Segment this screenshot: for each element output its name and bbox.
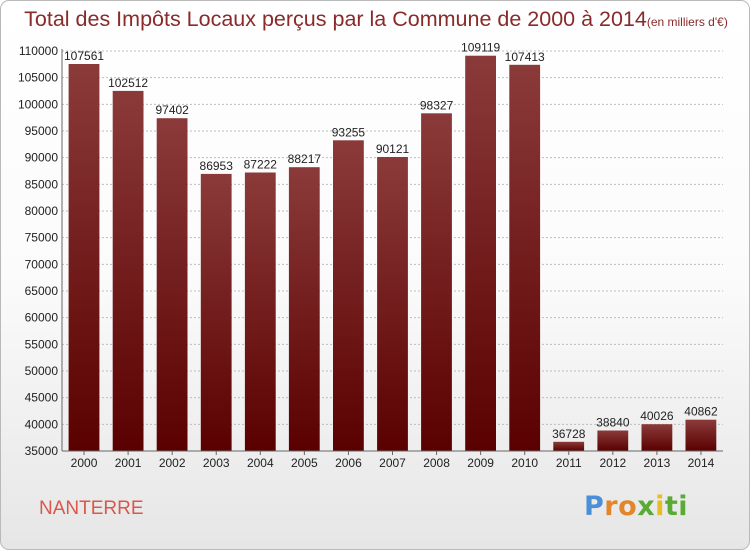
x-tick-label-2014: 2014 [688,456,715,470]
x-tick-label-2008: 2008 [423,456,450,470]
x-tick-label-2009: 2009 [467,456,494,470]
bar-2006 [333,140,364,452]
data-label-2009: 109119 [461,41,500,55]
title-text: Total des Impôts Locaux perçus par la Co… [24,7,647,31]
y-tick-label-11: 90000 [25,151,59,165]
y-tick-label-0: 35000 [25,444,59,458]
x-tick-label-2006: 2006 [335,456,362,470]
data-label-2008: 98327 [420,98,454,112]
data-label-2014: 40862 [684,405,718,419]
x-tick-label-2005: 2005 [291,456,318,470]
data-label-2013: 40026 [640,409,674,423]
unit-note: (en milliers d'€) [646,15,728,29]
x-tick-label-2012: 2012 [599,456,626,470]
bar-2001 [112,90,144,452]
commune-name: NANTERRE [39,498,144,519]
bar-2010 [509,64,541,452]
bar-2004 [244,172,276,451]
y-tick-label-4: 55000 [25,337,59,351]
y-tick-label-12: 95000 [25,124,59,138]
data-label-2010: 107413 [505,50,545,64]
data-label-2000: 107561 [64,49,104,63]
data-label-2004: 87222 [244,157,278,171]
bar-2005 [288,167,320,451]
bar-2000 [68,64,100,451]
data-label-2005: 88217 [288,152,322,166]
y-tick-label-1: 40000 [25,417,59,431]
bar-2013 [641,424,673,451]
y-tick-label-7: 70000 [25,257,59,271]
y-tick-label-10: 85000 [25,177,59,191]
bar-2009 [465,55,496,451]
x-tick-label-2002: 2002 [159,456,186,470]
x-tick-label-2003: 2003 [203,456,230,470]
data-label-2003: 86953 [200,159,234,173]
x-tick-label-2013: 2013 [644,456,671,470]
y-tick-label-9: 80000 [25,204,59,218]
bar-2007 [377,157,408,451]
chart-title: Total des Impôts Locaux perçus par la Co… [1,7,749,32]
data-label-2012: 38840 [596,416,630,430]
x-tick-label-2010: 2010 [511,456,538,470]
bar-2008 [421,113,452,452]
bar-2003 [200,173,232,451]
bar-2012 [597,430,629,451]
data-label-2007: 90121 [376,142,410,156]
data-label-2001: 102512 [108,76,148,90]
bar-2014 [685,419,717,451]
y-tick-label-15: 110000 [19,44,58,58]
x-tick-label-2001: 2001 [115,456,142,470]
y-tick-label-8: 75000 [25,231,59,245]
brand-logo: Proxiti [584,491,689,522]
bar-2011 [553,441,585,451]
y-tick-label-5: 60000 [25,311,59,325]
y-tick-label-2: 45000 [25,391,59,405]
data-label-2011: 36728 [552,427,586,441]
x-tick-label-2000: 2000 [71,456,98,470]
y-tick-label-3: 50000 [25,364,59,378]
y-tick-label-6: 65000 [25,284,59,298]
bar-2002 [156,118,188,451]
data-label-2002: 97402 [155,103,189,117]
y-tick-label-13: 100000 [18,97,58,111]
x-tick-label-2007: 2007 [379,456,406,470]
data-label-2006: 93255 [332,125,366,139]
x-tick-label-2011: 2011 [556,456,582,470]
x-tick-label-2004: 2004 [247,456,274,470]
y-tick-label-14: 105000 [18,71,58,85]
